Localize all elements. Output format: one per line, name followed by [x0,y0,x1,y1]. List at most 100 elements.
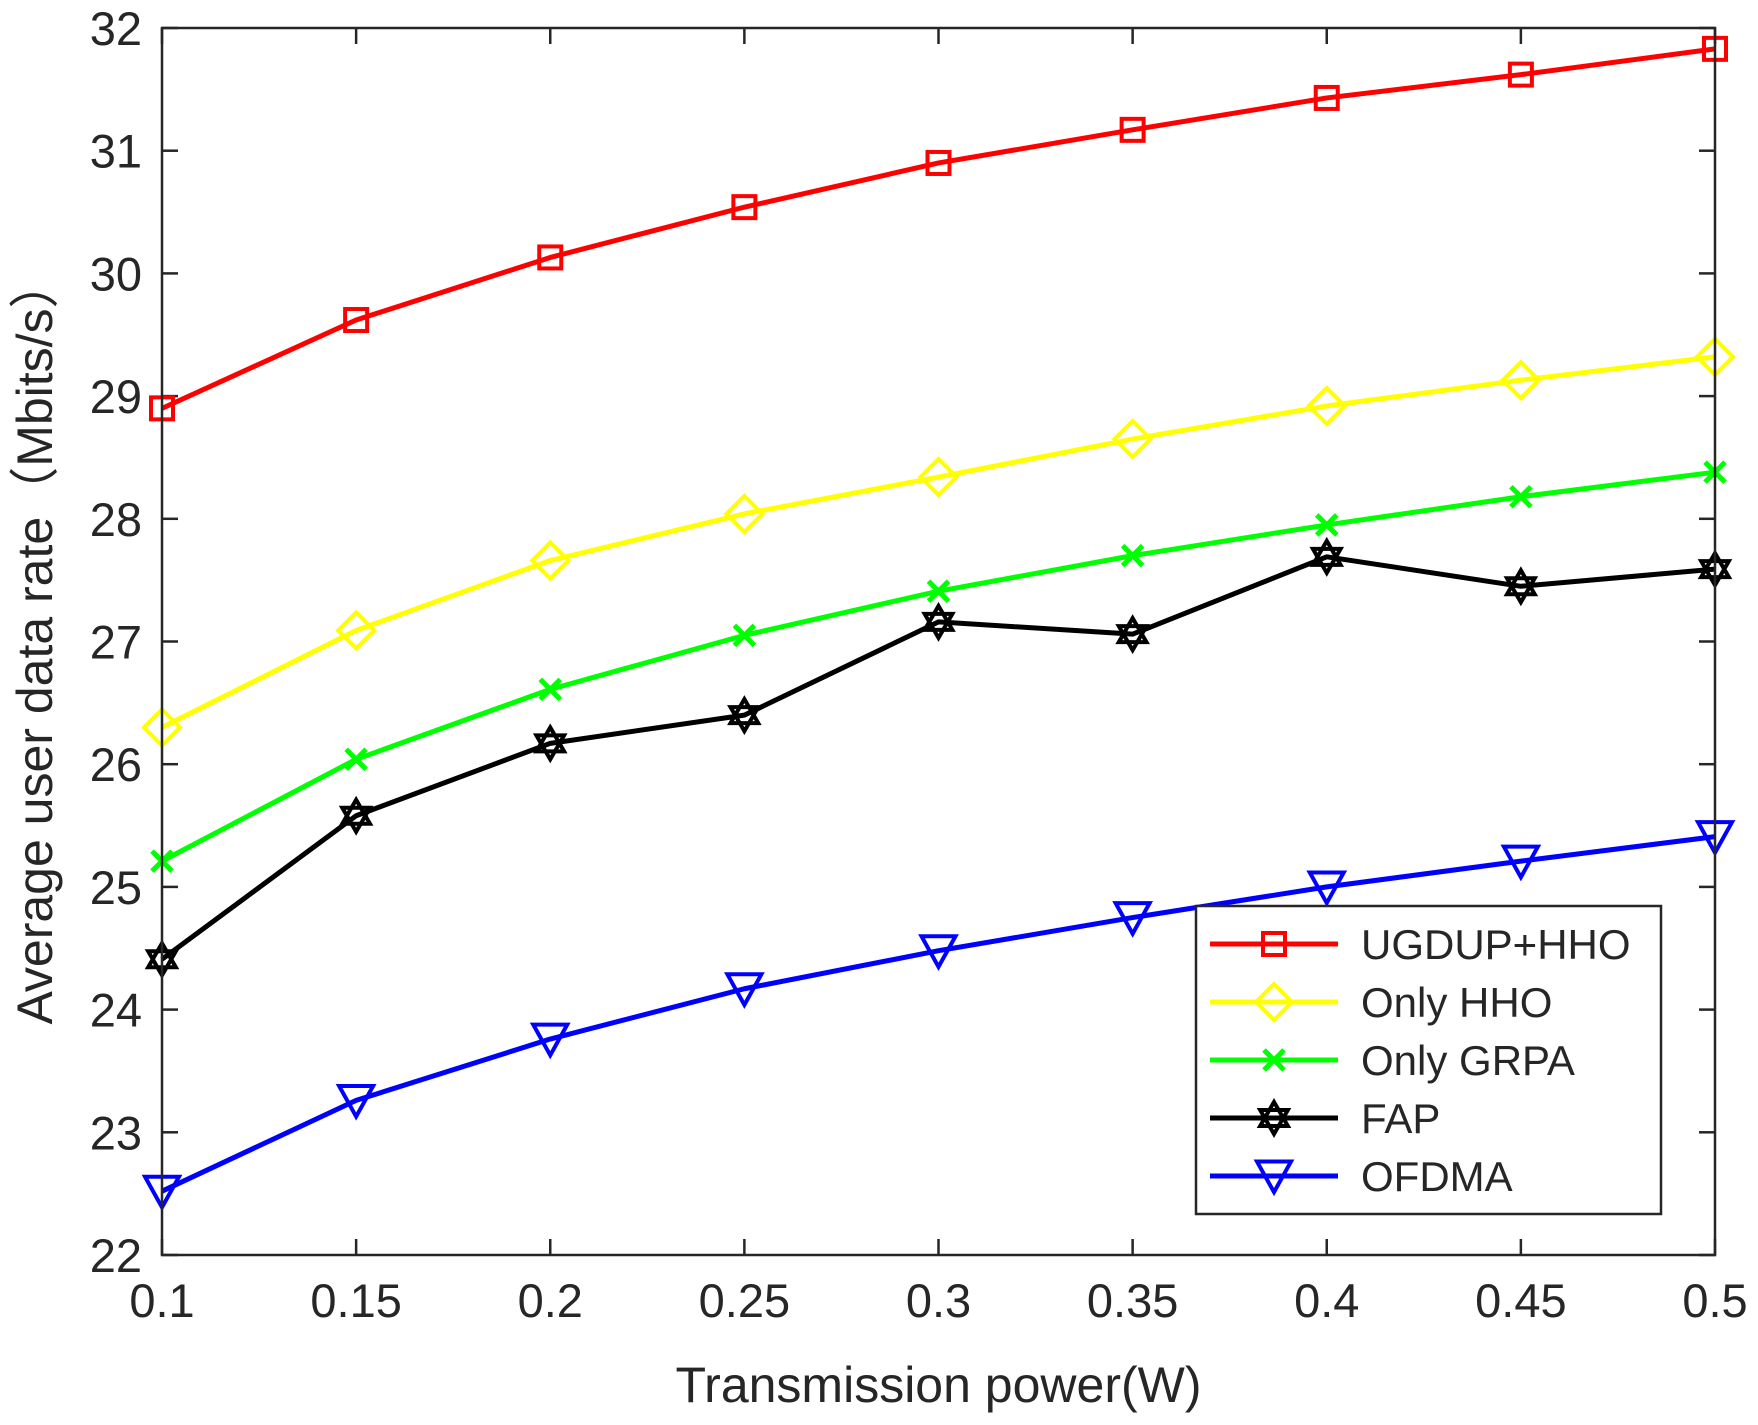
legend-label: OFDMA [1361,1153,1513,1200]
data-point-fap [1503,566,1539,607]
data-point-only-hho [529,539,572,582]
hexagram-up-part [338,795,374,826]
data-point-only-hho [1305,385,1348,427]
data-point-only-grpa [1120,543,1145,568]
hexagram-up-part [1115,614,1150,645]
legend: UGDUP+HHO Only HHO Only GRPA FAP OFDMA [1194,904,1663,1216]
data-point-ugdup-hho [1313,84,1340,111]
data-point-fap [1115,614,1150,655]
y-tick-label: 28 [90,493,142,546]
x-tick-label: 0.4 [1294,1274,1359,1327]
series-line-ofdma [160,834,1716,1194]
series-layer [141,35,1736,1212]
data-point-only-grpa [1509,484,1533,509]
data-point-only-hho [1111,418,1154,460]
hexagram-down-part [1503,576,1539,607]
y-tick-label: 31 [90,125,142,178]
legend-marker [1253,1159,1295,1197]
x-tick-label: 0.35 [1087,1274,1178,1327]
y-tick-label: 29 [90,370,142,423]
legend-entry-only-grpa: Only GRPA [1210,1037,1575,1084]
hexagram-up-part [727,695,762,726]
tick-labels-layer: 0.1 0.15 0.2 0.25 0.3 0.35 0.4 0.45 0.5 22 23 24 25 2… [90,2,1748,1327]
series-line-ugdup-hho [160,46,1716,411]
data-point-only-hho [335,609,377,652]
x-tick-label: 0.25 [699,1274,790,1327]
data-point-ugdup-hho [925,149,952,176]
data-point-only-hho [723,493,766,535]
series-only-hho [141,336,1736,749]
series-fap [144,536,1733,980]
hexagram-down-part [1115,624,1150,655]
data-point-fap [338,795,374,836]
y-tick-label: 27 [90,616,142,669]
hexagram-up-part [1309,536,1345,567]
data-point-ofdma [723,972,765,1010]
legend-marker [1261,931,1287,957]
data-point-only-grpa [1314,513,1339,537]
data-point-ofdma [1112,901,1154,938]
data-point-ugdup-hho [537,244,564,271]
data-point-ugdup-hho [343,307,370,334]
x-axis-title: Transmission power(W) [675,1357,1201,1413]
data-point-ofdma [918,934,959,971]
data-point-ofdma [1500,844,1542,882]
data-point-fap [1309,536,1345,577]
series-line-only-hho [160,354,1716,730]
x-tick-label: 0.5 [1682,1274,1747,1327]
hexagram-down-part [532,733,568,764]
hexagram-up-part [532,723,568,754]
series-ugdup-hho [149,35,1728,422]
legend-entry-ofdma: OFDMA [1210,1153,1513,1200]
data-point-ugdup-hho [1507,61,1534,88]
hexagram-up-part [1256,1098,1292,1128]
hexagram-up-part [1503,566,1539,597]
legend-entry-ugdup-hho: UGDUP+HHO [1210,921,1631,968]
y-tick-label: 30 [90,247,142,300]
legend-marker [1262,1048,1286,1072]
data-point-ugdup-hho [731,194,758,221]
x-tick-label: 0.1 [129,1274,194,1327]
data-point-ofdma [529,1022,571,1060]
data-point-fap [727,695,762,736]
hexagram-up-part [921,601,956,632]
data-point-ugdup-hho [1119,116,1146,143]
x-tick-label: 0.45 [1475,1274,1566,1327]
x-tick-label: 0.2 [518,1274,583,1327]
hexagram-down-part [727,705,762,736]
plot-frame [160,26,1717,1257]
data-point-only-hho [1500,359,1542,401]
hexagram-down-part [1256,1108,1292,1138]
data-point-only-grpa [344,747,368,772]
series-line-fap [160,554,1716,962]
data-point-ofdma [335,1083,377,1121]
hexagram-down-part [1309,546,1345,577]
legend-label: UGDUP+HHO [1361,921,1631,968]
y-tick-label: 23 [90,1106,142,1159]
data-point-fap [532,723,568,764]
legend-marker [1256,1098,1292,1138]
legend-label: Only HHO [1361,979,1552,1026]
hexagram-down-part [338,805,374,836]
legend-entry-fap: FAP [1210,1095,1440,1142]
y-tick-label: 24 [90,984,142,1037]
hexagram-down-part [921,611,956,642]
legend-label: FAP [1361,1095,1440,1142]
x-tick-label: 0.15 [310,1274,401,1327]
y-tick-label: 25 [90,861,142,914]
legend-marker [1253,981,1295,1023]
data-point-ofdma [1306,870,1348,908]
y-tick-label: 26 [90,738,142,791]
y-tick-label: 22 [90,1229,142,1282]
data-point-only-hho [917,456,960,498]
y-tick-label: 32 [90,2,142,55]
data-point-only-grpa [926,579,951,603]
legend-label: Only GRPA [1361,1037,1575,1084]
y-axis-title: Average user data rate（Mbits/s） [7,258,63,1024]
data-point-only-grpa [538,677,563,702]
x-tick-label: 0.3 [906,1274,971,1327]
data-point-only-grpa [732,623,757,648]
data-point-fap [921,601,956,642]
legend-entry-only-hho: Only HHO [1210,979,1552,1026]
